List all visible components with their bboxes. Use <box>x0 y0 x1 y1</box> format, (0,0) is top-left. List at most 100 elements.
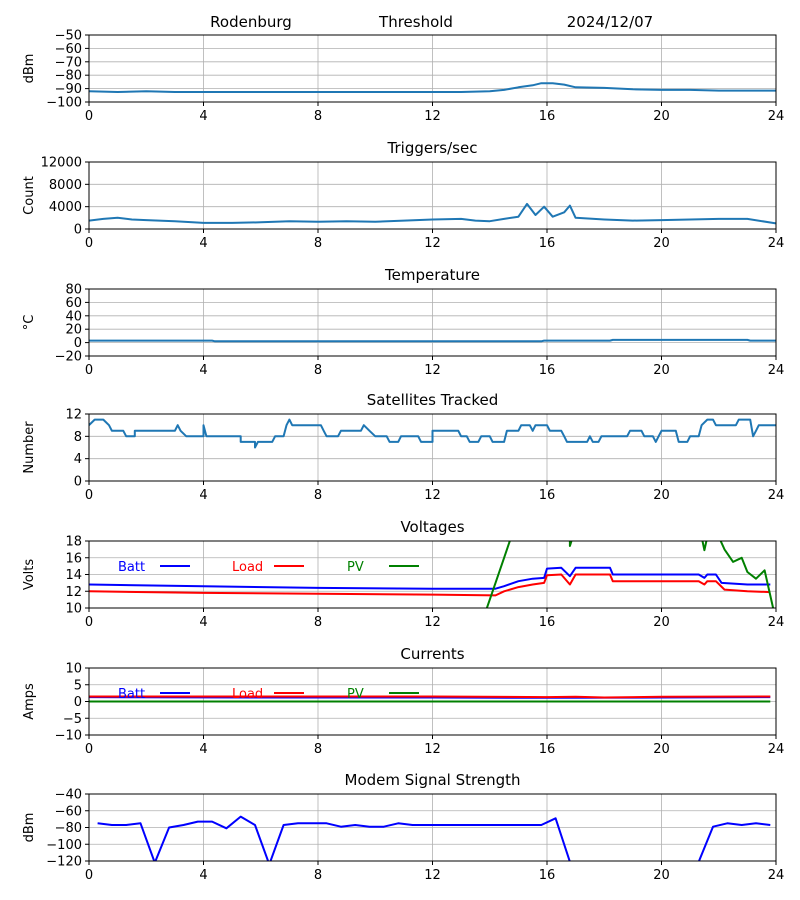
y-axis-label: dBm <box>22 54 37 84</box>
x-tick-label: 8 <box>314 615 322 630</box>
header-station: Rodenburg <box>210 13 292 31</box>
series-line-data <box>89 418 776 449</box>
x-tick-label: 20 <box>653 236 670 251</box>
series-line-data <box>89 338 776 343</box>
y-axis-label: dBm <box>22 813 37 843</box>
y-tick-label: 4000 <box>49 200 82 215</box>
series-line-pv <box>568 541 573 547</box>
y-tick-label: −20 <box>55 350 82 365</box>
x-tick-label: 16 <box>539 615 556 630</box>
x-tick-label: 8 <box>314 488 322 503</box>
x-tick-label: 4 <box>199 488 207 503</box>
chart-panel-6: Batt Load PV0 4 8 12 16 20 241050−5−10CurrentsAm… <box>22 645 784 757</box>
x-tick-label: 4 <box>199 868 207 883</box>
x-tick-label: 12 <box>424 363 441 378</box>
header-mode: Threshold <box>378 13 453 31</box>
x-tick-label: 16 <box>539 488 556 503</box>
y-tick-label: −100 <box>46 838 82 853</box>
legend-label-load: Load <box>232 687 263 702</box>
y-tick-label: −80 <box>55 69 82 84</box>
y-tick-label: 40 <box>65 309 82 324</box>
x-tick-label: 24 <box>768 109 785 124</box>
y-tick-label: −70 <box>55 55 82 70</box>
x-tick-label: 24 <box>768 615 785 630</box>
y-tick-label: 4 <box>74 452 82 467</box>
y-tick-label: 0 <box>74 223 82 238</box>
y-axis-label: Volts <box>22 559 37 591</box>
x-tick-label: 12 <box>424 236 441 251</box>
x-tick-label: 16 <box>539 742 556 757</box>
series-line-data <box>89 82 776 93</box>
x-tick-label: 4 <box>199 363 207 378</box>
y-tick-label: −50 <box>55 29 82 44</box>
x-tick-label: 20 <box>653 615 670 630</box>
y-tick-label: −100 <box>46 96 82 111</box>
header-date: 2024/12/07 <box>567 13 653 31</box>
chart-panel-7: 0 4 8 12 16 20 24 −40−60 −80 −100 −120 Modem Signal… <box>22 771 784 883</box>
legend-label-pv: PV <box>347 560 364 575</box>
x-tick-label: 20 <box>653 363 670 378</box>
x-tick-label: 4 <box>199 109 207 124</box>
y-axis-label: Amps <box>22 683 37 720</box>
series-line-load <box>89 695 771 699</box>
legend-label-batt: Batt <box>118 560 145 575</box>
y-tick-label: 80 <box>65 283 82 298</box>
y-tick-label: 60 <box>65 296 82 311</box>
x-tick-label: 8 <box>314 868 322 883</box>
x-tick-label: 24 <box>768 363 785 378</box>
y-tick-label: −90 <box>55 82 82 97</box>
y-tick-label: 0 <box>74 336 82 351</box>
x-tick-label: 16 <box>539 363 556 378</box>
chart-title: Satellites Tracked <box>367 391 498 409</box>
y-tick-label: 12 <box>65 408 82 423</box>
x-tick-label: 0 <box>85 109 93 124</box>
x-tick-label: 4 <box>199 615 207 630</box>
chart-panel-2: 0 4 8 12 16 20 24 0 4000 8000 12000 Triggers/sec Cou… <box>22 139 784 251</box>
x-tick-label: 0 <box>85 615 93 630</box>
x-tick-label: 20 <box>653 868 670 883</box>
y-tick-label: −120 <box>46 855 82 870</box>
x-tick-label: 8 <box>314 109 322 124</box>
x-tick-label: 8 <box>314 236 322 251</box>
y-tick-label: −40 <box>55 788 82 803</box>
series-line-data <box>89 202 776 225</box>
x-tick-label: 16 <box>539 109 556 124</box>
x-tick-label: 12 <box>424 109 441 124</box>
legend-label-pv: PV <box>347 687 364 702</box>
y-tick-label: −60 <box>55 42 82 57</box>
y-tick-label: −10 <box>55 729 82 744</box>
x-tick-label: 12 <box>424 742 441 757</box>
series-line-data <box>697 822 771 861</box>
chart-title: Triggers/sec <box>387 139 478 157</box>
y-tick-label: 14 <box>65 568 82 583</box>
y-tick-label: 16 <box>65 551 82 566</box>
x-tick-label: 20 <box>653 488 670 503</box>
x-tick-label: 0 <box>85 236 93 251</box>
chart-title: Modem Signal Strength <box>345 771 521 789</box>
series-line-pv <box>701 541 708 552</box>
x-tick-label: 24 <box>768 868 785 883</box>
x-tick-label: 8 <box>314 742 322 757</box>
x-tick-label: 24 <box>768 742 785 757</box>
y-tick-label: 20 <box>65 323 82 338</box>
y-axis-label: Number <box>22 421 37 474</box>
chart-panel-1: 0 4 8 12 16 20 24 −50−60−70−80−90−100 dBm <box>22 29 784 125</box>
y-tick-label: 18 <box>65 535 82 550</box>
x-tick-label: 12 <box>424 488 441 503</box>
y-axis-label: °C <box>22 315 37 331</box>
y-tick-label: 12000 <box>41 156 82 171</box>
series-line-data <box>97 815 571 861</box>
x-tick-label: 0 <box>85 363 93 378</box>
y-tick-label: −80 <box>55 821 82 836</box>
y-tick-label: −5 <box>63 712 82 727</box>
chart-panel-4: 0 4 8 12 16 20 24 12 8 4 0 Satellites Tracked Number <box>22 391 784 503</box>
y-tick-label: 0 <box>74 695 82 710</box>
x-tick-label: 24 <box>768 236 785 251</box>
y-tick-label: 0 <box>74 475 82 490</box>
x-tick-label: 24 <box>768 488 785 503</box>
x-tick-label: 12 <box>424 868 441 883</box>
legend-label-batt: Batt <box>118 687 145 702</box>
